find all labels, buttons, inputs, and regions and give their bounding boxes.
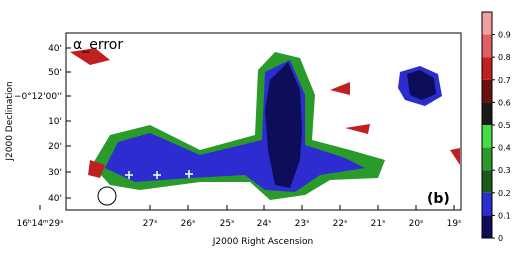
y-tick-label: 40': [48, 44, 62, 54]
x-tick-label: 21ˢ: [371, 219, 386, 229]
y-tick-label: 50': [48, 68, 62, 78]
colorbar-segment: [482, 57, 492, 80]
colorbar-segment: [482, 215, 492, 238]
x-tick-label: 25ˢ: [220, 219, 235, 229]
x-tick-label: 22ˢ: [333, 219, 348, 229]
colorbar-tick-label: 0.3: [498, 166, 511, 175]
x-tick-label: 16ʰ14ᵐ29ˢ: [17, 219, 64, 229]
colorbar-tick-label: 0.7: [498, 76, 511, 85]
map-label: α_error: [73, 37, 123, 53]
colorbar-segment: [482, 12, 492, 35]
colorbar-segment: [482, 147, 492, 171]
emission-map: [70, 48, 460, 206]
x-tick-label: 26ˢ: [181, 219, 196, 229]
x-tick-label: 19ˢ: [447, 219, 462, 229]
y-tick-label: 30': [48, 168, 62, 178]
colorbar-tick-label: 0.4: [498, 144, 511, 153]
colorbar-tick-label: 0.9: [498, 31, 511, 40]
x-tick-label: 24ˢ: [257, 219, 272, 229]
y-tick-label: −0°12'00'': [14, 92, 62, 102]
panel-label: (b): [427, 191, 450, 207]
colorbar-tick-label: 0.6: [498, 98, 511, 107]
y-tick-label: 20': [48, 142, 62, 152]
y-tick-label: 10': [48, 117, 62, 127]
y-tick-label: 40': [48, 194, 62, 204]
colorbar-tick-label: 0.8: [498, 53, 511, 62]
colorbar-tick-label: 0.1: [498, 211, 511, 220]
x-axis-title: J2000 Right Ascension: [212, 237, 313, 247]
colorbar-tick-label: 0.5: [498, 121, 511, 130]
colorbar-segment: [482, 170, 492, 193]
colorbar-segment: [482, 102, 492, 125]
x-tick-label: 20ˢ: [409, 219, 424, 229]
colorbar-segment: [482, 79, 492, 103]
y-axis-title: J2000 Declination: [5, 81, 15, 161]
colorbar-segment: [482, 125, 492, 148]
x-tick-label: 23ˢ: [295, 219, 310, 229]
x-tick-label: 27ˢ: [143, 219, 158, 229]
colorbar-segment: [482, 192, 492, 216]
colorbar-tick-label: 0.2: [498, 189, 511, 198]
colorbar-tick-label: 0: [498, 234, 503, 243]
colorbar-segment: [482, 34, 492, 58]
